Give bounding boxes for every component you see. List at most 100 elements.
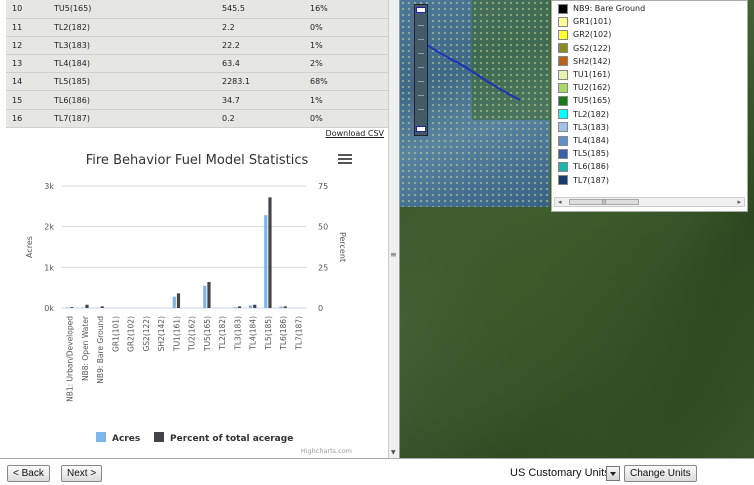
units-dropdown-icon[interactable]: [606, 466, 620, 481]
scroll-right-arrow-icon[interactable]: ▸: [737, 198, 741, 206]
legend-item: TL6(186): [558, 161, 609, 174]
x-tick-label: TL3(183): [233, 316, 242, 351]
table-row: 13 TL4(184) 63.4 2%: [6, 54, 388, 74]
legend-item: TL2(182): [558, 109, 609, 122]
footer-bar: < Back Next > US Customary Units Change …: [0, 458, 754, 485]
back-button[interactable]: < Back: [7, 465, 50, 482]
x-tick-label: TU2(162): [188, 316, 197, 352]
table-row: 15 TL6(186) 34.7 1%: [6, 90, 388, 110]
x-tick-label: NB1: Urban/Developed: [66, 316, 75, 402]
download-csv-link[interactable]: Download CSV: [325, 129, 384, 138]
zoom-tick: [418, 25, 424, 26]
x-tick-label: NB8: Open Water: [81, 315, 90, 381]
bar-acres: [279, 306, 283, 308]
scroll-down-arrow-icon[interactable]: ▼: [391, 449, 396, 456]
chart-credit: Highcharts.com: [301, 447, 352, 455]
legend-swatch: [558, 148, 568, 159]
table-row: 16 TL7(187) 0.2 0%: [6, 109, 388, 128]
splitter-handle-icon[interactable]: ≡: [390, 250, 397, 259]
bar-percent: [237, 306, 242, 308]
panel-scrollbar[interactable]: ▼: [388, 0, 399, 458]
zoom-slider[interactable]: [414, 4, 428, 136]
x-tick-label: TL2(182): [218, 316, 227, 351]
legend-swatch: [558, 95, 568, 106]
bar-percent: [207, 281, 211, 308]
legend-swatch: [558, 29, 568, 40]
table-row: 11 TL2(182) 2.2 0%: [6, 18, 388, 37]
bar-acres: [65, 307, 70, 308]
y-left-tick-label: 2k: [44, 223, 54, 232]
zoom-out-icon[interactable]: [416, 126, 426, 132]
x-tick-label: TL6(186): [279, 316, 288, 351]
legend-swatch: [558, 56, 568, 67]
legend-item: GS2(122): [558, 43, 611, 56]
table-cell: TL6(186): [48, 90, 216, 110]
y-left-tick-label: 3k: [44, 182, 54, 191]
legend-label: TL4(184): [573, 136, 609, 145]
table-cell: 12: [6, 36, 48, 56]
legend-label: TL7(187): [573, 175, 609, 185]
table-cell: 11: [6, 18, 48, 37]
legend-swatch: [558, 82, 568, 93]
bar-acres: [264, 215, 268, 308]
legend-item: TL7(187): [558, 175, 609, 188]
y-right-axis-title: Percent: [338, 232, 347, 262]
legend-item: GR1(101): [558, 16, 611, 29]
bar-percent: [283, 306, 287, 308]
map-view[interactable]: NB9: Bare Ground GR1(101) GR2(102) GS2(122)…: [400, 0, 754, 458]
table-cell: 14: [6, 72, 48, 92]
results-panel: 10 TU5(165) 545.5 16% 11 TL2(182) 2.2 0% 12 TL3(1…: [0, 0, 400, 458]
legend-label: TL6(186): [573, 162, 609, 172]
fuel-model-chart: Fire Behavior Fuel Model Statistics 0k 1k 2…: [6, 142, 388, 458]
legend-horizontal-scrollbar[interactable]: ◂ III ▸: [554, 197, 745, 207]
legend-label: TL2(182): [573, 109, 609, 119]
table-cell: TL2(182): [48, 18, 216, 37]
legend-item: TU5(165): [558, 95, 610, 108]
y-right-tick-label: 75: [318, 182, 328, 191]
river-path: [419, 39, 521, 101]
legend-item: NB9: Bare Ground: [558, 3, 645, 16]
chart-title: Fire Behavior Fuel Model Statistics: [86, 153, 309, 168]
scroll-left-arrow-icon[interactable]: ◂: [558, 198, 562, 206]
stats-table-container: 10 TU5(165) 545.5 16% 11 TL2(182) 2.2 0% 12 TL3(1…: [6, 0, 388, 128]
x-tick-label: TU5(165): [203, 316, 212, 352]
table-row: 10 TU5(165) 545.5 16%: [6, 0, 388, 19]
table-cell: 0%: [304, 109, 388, 128]
chart-menu-icon[interactable]: [338, 154, 352, 166]
legend-item: TL3(183): [558, 122, 609, 135]
units-select-value[interactable]: US Customary Units: [510, 467, 610, 479]
table-cell: 22.2: [216, 36, 304, 56]
legend-label: TU2(162): [573, 83, 611, 93]
table-cell: TU5(165): [48, 0, 216, 19]
table-cell: 545.5: [216, 0, 304, 19]
legend-label: TL5(185): [573, 149, 609, 159]
legend-label: SH2(142): [573, 56, 611, 66]
map-legend: NB9: Bare Ground GR1(101) GR2(102) GS2(122)…: [551, 0, 748, 212]
x-tick-label: TL7(187): [294, 316, 303, 351]
zoom-in-icon[interactable]: [416, 7, 426, 13]
y-right-tick-label: 25: [318, 263, 328, 272]
bar-percent: [176, 293, 181, 308]
legend-swatch: [558, 109, 568, 120]
table-cell: 0%: [304, 18, 388, 37]
bar-acres: [172, 296, 176, 308]
zoom-tick: [418, 109, 424, 110]
y-left-axis-title: Acres: [25, 236, 34, 258]
legend-swatch: [558, 3, 568, 14]
next-button[interactable]: Next >: [61, 465, 103, 482]
table-row: 12 TL3(183) 22.2 1%: [6, 36, 388, 56]
legend-swatch: [558, 69, 568, 80]
table-row: 14 TL5(185) 2283.1 68%: [6, 72, 388, 92]
legend-swatch: [558, 122, 568, 133]
table-cell: 0.2: [216, 109, 304, 128]
x-tick-label: TL5(185): [264, 316, 273, 351]
legend-item: TL5(185): [558, 148, 609, 161]
x-tick-label: TU1(161): [172, 316, 181, 352]
table-cell: 63.4: [216, 54, 304, 74]
stats-table: 10 TU5(165) 545.5 16% 11 TL2(182) 2.2 0% 12 TL3(1…: [6, 0, 388, 128]
change-units-button[interactable]: Change Units: [624, 465, 697, 482]
legend-scroll-thumb[interactable]: III: [569, 199, 639, 206]
x-tick-label: NB9: Bare Ground: [96, 316, 105, 384]
x-tick-label: SH2(142): [157, 316, 166, 351]
y-right-tick-label: 0: [318, 304, 323, 313]
